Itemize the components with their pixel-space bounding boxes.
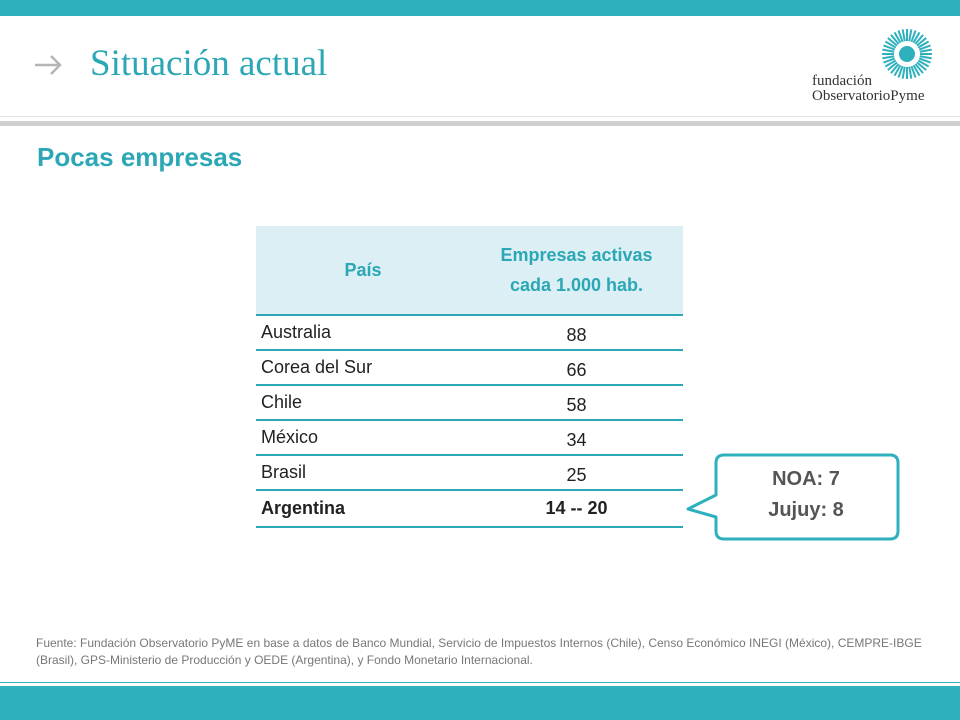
cell-country: México [261,427,319,447]
logo-ray [916,61,927,71]
top-accent-bar [0,0,960,16]
logo-line-1: fundación [812,73,872,89]
logo-ray [912,64,921,77]
table-header: País Empresas activas cada 1.000 hab. [256,226,683,316]
logo-ray [914,34,924,45]
cell-value: 25 [566,465,587,485]
table-row-highlight: Argentina 14 -- 20 [256,491,683,528]
logo-ray [883,57,896,64]
cell-value: 34 [566,430,587,450]
cell-value: 88 [566,325,587,345]
cell-value: 58 [566,395,587,415]
logo-ray [918,44,931,51]
logo-ray [884,40,897,49]
logo-ray [901,29,906,42]
cell-country: Chile [261,392,303,412]
logo-ray [887,37,898,47]
logo-ray [912,31,921,44]
logo-text: fundación ObservatorioPyme [812,74,924,104]
callout-bubble [686,453,900,541]
logo-sun-icon [882,29,932,79]
slide-title: Situación actual [90,43,328,84]
table-row: Chile 58 [256,386,683,421]
column-header-companies-line2: cada 1.000 hab. [509,275,644,295]
logo-ray [914,63,924,74]
table-row: Brasil 25 [256,456,683,491]
logo-ray [884,59,897,68]
table-row: México 34 [256,421,683,456]
callout-line-1: NOA: 7 [772,468,840,490]
header-divider [0,121,960,126]
logo-ray [890,34,900,45]
logo-ray [908,66,913,79]
cell-value: 14 -- 20 [545,498,608,518]
logo-ray [887,61,898,71]
data-table: País Empresas activas cada 1.000 hab. Au… [256,226,683,528]
logo-ray [897,30,904,43]
logo-ray [893,31,902,44]
source-note: Fuente: Fundación Observatorio PyME en b… [36,636,922,667]
cell-country: Australia [261,322,332,342]
logo-ray [910,30,917,43]
cell-country: Argentina [261,498,346,518]
logo-ray [897,65,904,78]
logo-line-2: ObservatorioPyme [812,88,925,104]
logo-ray [916,37,927,47]
logo-ray [890,63,900,74]
logo-ray [882,48,895,53]
logo-ray [919,55,932,60]
arrow-right-icon [35,55,62,75]
cell-country: Brasil [261,462,307,482]
logo-ray [882,55,895,60]
logo-ray [883,44,896,51]
logo-ray [910,65,917,78]
section-subtitle: Pocas empresas [37,142,243,172]
logo-ray [919,48,932,53]
logo-ray [908,29,913,42]
logo-ray [917,40,930,49]
column-header-companies: Empresas activas cada 1.000 hab. [470,226,683,314]
logo-ray [893,64,902,77]
bottom-accent-bar [0,686,960,720]
callout-line-2: Jujuy: 8 [768,499,844,521]
logo-ray [918,57,931,64]
callout-text: NOA: 7 Jujuy: 8 [716,464,896,526]
logo-ray [901,66,906,79]
column-header-companies-line1: Empresas activas [500,245,653,265]
bottom-thin-line [0,682,960,683]
logo-ray [917,59,930,68]
table-row: Australia 88 [256,316,683,351]
table-row: Corea del Sur 66 [256,351,683,386]
header-divider-thin [0,116,960,117]
cell-value: 66 [566,360,587,380]
column-header-country: País [344,260,382,280]
cell-country: Corea del Sur [261,357,373,377]
